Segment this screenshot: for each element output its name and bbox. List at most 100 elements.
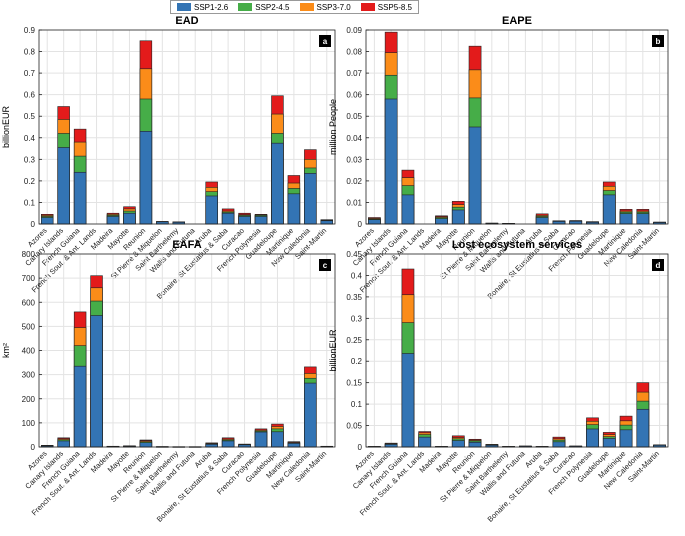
y-axis-label: million People xyxy=(328,99,338,155)
bar-SSP1-2.6-Mayotte xyxy=(451,440,465,448)
bar-SSP1-2.6-Saint-Martin xyxy=(320,220,333,225)
panel-badge xyxy=(652,35,664,47)
panel-badge xyxy=(319,35,331,47)
bar-SSP1-2.6-New Caledonia xyxy=(304,173,317,225)
y-axis-label: km² xyxy=(1,343,11,358)
panel-badge xyxy=(652,259,664,271)
bar-SSP1-2.6-French Guiana xyxy=(73,365,87,448)
y-tick-label: 400 xyxy=(22,347,36,356)
bar-SSP1-2.6-Mayotte xyxy=(451,209,465,225)
bar-SSP1-2.6-French Guiana xyxy=(401,194,415,225)
legend-label-ssp5: SSP5-8.5 xyxy=(377,2,412,12)
panel-badge xyxy=(319,259,331,271)
legend-label-ssp3: SSP3-7.0 xyxy=(316,2,351,12)
chart-title: EAFA xyxy=(172,239,201,251)
legend-swatch-ssp2 xyxy=(238,3,253,11)
bar-SSP1-2.6-Azores xyxy=(41,217,54,225)
bar-SSP1-2.6-Guadeloupe xyxy=(602,438,616,448)
bar-SSP1-2.6-Bonaire, St Eustatius & Saba xyxy=(552,441,566,448)
y-tick-label: 0.05 xyxy=(346,422,362,431)
bar-SSP1-2.6-Guadeloupe xyxy=(271,431,284,448)
y-tick-label: 0.2 xyxy=(351,357,363,366)
y-tick-label: 0.03 xyxy=(346,155,362,164)
bar-SSP1-2.6-Martinique xyxy=(287,193,301,225)
bar-SSP1-2.6-Martinique xyxy=(287,443,301,448)
y-tick-label: 0.4 xyxy=(351,271,363,280)
bar-SSP1-2.6-Reunion xyxy=(139,442,153,448)
y-tick-label: 0.1 xyxy=(24,198,36,207)
y-tick-label: 0.2 xyxy=(24,177,36,186)
y-tick-label: 0.04 xyxy=(346,134,362,143)
bar-SSP1-2.6-French Sout. & Ant. Lands xyxy=(90,315,103,448)
legend-swatch-ssp5 xyxy=(360,3,375,11)
y-tick-label: 0 xyxy=(358,443,363,452)
bar-SSP1-2.6-Guadeloupe xyxy=(271,142,284,225)
bar-SSP1-2.6-New Caledonia xyxy=(636,213,650,225)
bar-SSP1-2.6-Mayotte xyxy=(123,212,136,225)
bar-SSP1-2.6-French Guiana xyxy=(73,171,87,225)
y-tick-label: 0.7 xyxy=(24,69,36,78)
y-tick-label: 0.6 xyxy=(24,91,36,100)
y-tick-label: 0.01 xyxy=(346,198,362,207)
bar-SSP1-2.6-Madeira xyxy=(435,218,448,225)
bar-SSP1-2.6-New Caledonia xyxy=(304,382,317,448)
legend-item-ssp5: SSP5-8.5 xyxy=(360,2,412,12)
panel-letter: d xyxy=(656,261,661,270)
panel-letter: b xyxy=(656,37,661,46)
bar-SSP1-2.6-Canary Islands xyxy=(57,147,70,225)
panel-letter: c xyxy=(323,261,328,270)
legend-label-ssp2: SSP2-4.5 xyxy=(255,2,290,12)
y-tick-label: 0.02 xyxy=(346,177,362,186)
axes-frame xyxy=(38,29,336,225)
legend-swatch-ssp1 xyxy=(177,3,191,11)
bar-SSP1-2.6-Reunion xyxy=(468,441,482,448)
y-tick-label: 0.45 xyxy=(346,250,362,259)
y-tick-label: 0.1 xyxy=(351,400,363,409)
y-tick-label: 0.06 xyxy=(346,91,362,100)
legend-item-ssp1: SSP1-2.6 xyxy=(177,3,228,12)
y-axis-label: billionEUR xyxy=(1,105,11,148)
y-tick-label: 0.3 xyxy=(351,314,363,323)
bar-SSP1-2.6-Reunion xyxy=(139,131,153,225)
y-tick-label: 300 xyxy=(22,371,36,380)
y-tick-label: 500 xyxy=(22,322,36,331)
legend-item-ssp2: SSP2-4.5 xyxy=(238,2,290,12)
legend-item-ssp3: SSP3-7.0 xyxy=(299,2,351,12)
bar-SSP1-2.6-Martinique xyxy=(619,213,633,225)
bar-SSP1-2.6-Canary Islands xyxy=(57,440,70,448)
bar-SSP1-2.6-Reunion xyxy=(468,126,482,225)
bar-SSP1-2.6-Bonaire, St Eustatius & Saba xyxy=(221,212,235,225)
bar-SSP1-2.6-New Caledonia xyxy=(636,408,650,448)
bar-SSP1-2.6-Aruba xyxy=(535,217,549,225)
bar-SSP1-2.6-Azores xyxy=(368,219,381,225)
y-tick-label: 0 xyxy=(31,220,36,229)
legend: SSP1-2.6 SSP2-4.5 SSP3-7.0 SSP5-8.5 xyxy=(170,0,419,14)
bar-SSP1-2.6-Martinique xyxy=(619,429,633,448)
y-tick-label: 100 xyxy=(22,419,36,428)
y-tick-label: 0.09 xyxy=(346,26,362,35)
y-tick-label: 800 xyxy=(22,250,36,259)
bar-SSP1-2.6-Guadeloupe xyxy=(602,194,616,225)
y-tick-label: 0.05 xyxy=(346,112,362,121)
y-tick-label: 0.25 xyxy=(346,336,362,345)
y-tick-label: 700 xyxy=(22,274,36,283)
bar-SSP1-2.6-French Polynesia xyxy=(254,216,268,225)
bar-SSP1-2.6-French Polynesia xyxy=(254,431,268,448)
y-tick-label: 0.15 xyxy=(346,379,362,388)
y-tick-label: 0 xyxy=(31,443,36,452)
y-tick-label: 0.5 xyxy=(24,112,36,121)
bar-SSP1-2.6-Bonaire, St Eustatius & Saba xyxy=(221,440,235,448)
bar-SSP1-2.6-Canary Islands xyxy=(384,98,398,225)
y-tick-label: 0.07 xyxy=(346,69,362,78)
y-tick-label: 0.8 xyxy=(24,48,36,57)
y-tick-label: 0.9 xyxy=(24,26,36,35)
bar-SSP1-2.6-Aruba xyxy=(205,195,218,225)
panel-letter: a xyxy=(323,37,328,46)
bar-SSP1-2.6-Madeira xyxy=(106,216,120,225)
y-tick-label: 0.35 xyxy=(346,293,362,302)
bar-SSP1-2.6-Curacao xyxy=(238,216,251,225)
legend-swatch-ssp3 xyxy=(299,3,314,11)
chart-title: EAD xyxy=(175,15,198,27)
y-tick-label: 600 xyxy=(22,298,36,307)
